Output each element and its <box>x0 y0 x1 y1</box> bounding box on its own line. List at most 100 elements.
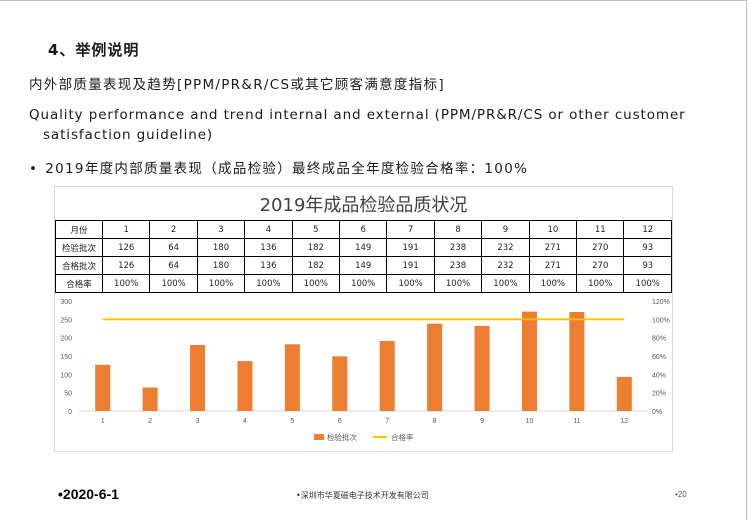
table-cell: 1 <box>101 220 151 239</box>
table-cell: 5 <box>291 220 341 239</box>
subtitle-english-line2: satisfaction guideline) <box>43 127 214 143</box>
bar-inspected-batches <box>379 340 395 411</box>
table-cell: 100% <box>386 274 435 293</box>
table-cell: 93 <box>623 238 672 257</box>
table-cell: 182 <box>291 238 341 257</box>
table-cell: 100% <box>244 274 293 293</box>
x-axis-tick-label: 4 <box>243 418 247 425</box>
bullet-dot: • <box>29 161 39 177</box>
legend-swatch-inspected <box>314 434 324 440</box>
footer-company: •深圳市华夏磁电子技术开发有限公司 <box>296 491 429 500</box>
table-cell: 271 <box>528 256 578 275</box>
y-axis-tick-label: 250 <box>60 317 72 324</box>
y-axis-tick-label: 50 <box>64 391 72 398</box>
y2-axis-tick-label: 20% <box>652 391 666 398</box>
table-cell: 180 <box>196 238 246 257</box>
table-cell: 100% <box>576 274 625 293</box>
subtitle-english-line1: Quality performance and trend internal a… <box>29 107 686 123</box>
table-cell: 149 <box>339 256 388 275</box>
bar-inspected-batches <box>427 323 443 411</box>
table-cell: 270 <box>576 256 625 275</box>
y2-axis-tick-label: 40% <box>652 372 666 379</box>
subtitle-chinese: 内外部质量表现及趋势[PPM/PR&R/CS或其它顾客满意度指标] <box>29 77 445 93</box>
x-axis-tick-label: 7 <box>385 418 389 425</box>
bar-inspected-batches <box>142 387 158 411</box>
table-cell: 100% <box>528 274 578 293</box>
y2-axis-tick-label: 120% <box>652 299 670 306</box>
y-axis-tick-label: 300 <box>60 299 72 306</box>
table-cell: 7 <box>386 220 435 239</box>
bar-inspected-batches <box>237 361 253 411</box>
table-cell: 270 <box>576 238 625 257</box>
y2-axis-tick-label: 80% <box>652 336 666 343</box>
y-axis-tick-label: 200 <box>60 336 72 343</box>
x-axis-tick-label: 3 <box>196 418 200 425</box>
x-axis-tick-label: 8 <box>433 418 437 425</box>
bar-inspected-batches <box>190 345 206 411</box>
x-axis-tick-label: 2 <box>148 418 152 425</box>
bar-inspected-batches <box>474 325 490 411</box>
table-cell: 6 <box>339 220 388 239</box>
table-cell: 100% <box>291 274 341 293</box>
table-cell: 100% <box>623 274 672 293</box>
x-axis-tick-label: 12 <box>620 418 628 425</box>
table-cell: 93 <box>623 256 672 275</box>
table-cell: 3 <box>196 220 246 239</box>
slide-border-top <box>0 0 747 1</box>
table-cell: 11 <box>576 220 625 239</box>
table-cell: 191 <box>386 256 435 275</box>
table-cell: 232 <box>481 238 530 257</box>
table-cell: 182 <box>291 256 341 275</box>
table-cell: 64 <box>149 238 198 257</box>
y-axis-tick-label: 0 <box>68 409 72 416</box>
x-axis-tick-label: 10 <box>526 418 534 425</box>
table-row-pass-rate: 合格率 100% 100% 100% 100% 100% 100% 100% 100% 100% 1… <box>55 274 672 293</box>
bar-inspected-batches <box>616 376 632 411</box>
table-cell: 271 <box>528 238 578 257</box>
bar-inspected-batches <box>521 311 537 411</box>
footer-page-number: •20 <box>675 490 687 499</box>
table-row-header: 合格率 <box>55 274 103 293</box>
table-cell: 100% <box>196 274 246 293</box>
table-cell: 2 <box>149 220 198 239</box>
table-row-passed: 合格批次 126 64 180 136 182 149 191 238 232 271 270 93 <box>55 256 672 275</box>
subtitle-english: Quality performance and trend internal a… <box>29 105 729 145</box>
x-axis-tick-label: 9 <box>480 418 484 425</box>
table-cell: 238 <box>433 256 483 275</box>
bar-inspected-batches <box>332 356 348 411</box>
table-cell: 100% <box>339 274 388 293</box>
data-table: 月份 1 2 3 4 5 6 7 8 9 10 11 12 检验批次 126 64 180 136 182 149 19… <box>55 220 672 293</box>
table-cell: 126 <box>101 238 151 257</box>
table-cell: 191 <box>386 238 435 257</box>
table-cell: 100% <box>149 274 198 293</box>
bar-inspected-batches <box>95 364 111 411</box>
table-cell: 8 <box>433 220 483 239</box>
x-axis-tick-label: 11 <box>573 418 580 425</box>
table-cell: 100% <box>101 274 151 293</box>
table-cell: 238 <box>433 238 483 257</box>
table-cell: 149 <box>339 238 388 257</box>
table-cell: 100% <box>433 274 483 293</box>
table-cell: 126 <box>101 256 151 275</box>
table-row-month: 月份 1 2 3 4 5 6 7 8 9 10 11 12 <box>55 220 672 239</box>
x-axis-tick-label: 1 <box>101 418 105 425</box>
table-cell: 4 <box>244 220 293 239</box>
table-cell: 64 <box>149 256 198 275</box>
table-cell: 232 <box>481 256 530 275</box>
chart-container: 2019年成品检验品质状况 月份 1 2 3 4 5 6 7 8 9 10 11 12 检验批次 126 64… <box>54 186 673 452</box>
y2-axis-tick-label: 100% <box>652 317 670 324</box>
bullet-summary-text: 2019年度内部质量表现（成品检验）最终成品全年度检验合格率：100% <box>45 161 529 177</box>
table-row-header: 合格批次 <box>55 256 103 275</box>
table-row-header: 检验批次 <box>55 238 103 257</box>
table-cell: 136 <box>244 256 293 275</box>
bar-inspected-batches <box>284 344 300 411</box>
y-axis-tick-label: 150 <box>60 354 72 361</box>
table-cell: 12 <box>623 220 672 239</box>
y2-axis-tick-label: 0% <box>652 409 662 416</box>
chart-title: 2019年成品检验品质状况 <box>259 195 468 216</box>
section-heading: 4、举例说明 <box>48 41 140 59</box>
table-row-header: 月份 <box>55 220 103 239</box>
bar-inspected-batches <box>569 312 585 411</box>
combo-chart: 0 50 100 150 200 250 300 0% 20% 40% 60% 80% 100% 120%… <box>60 299 670 442</box>
table-cell: 136 <box>244 238 293 257</box>
